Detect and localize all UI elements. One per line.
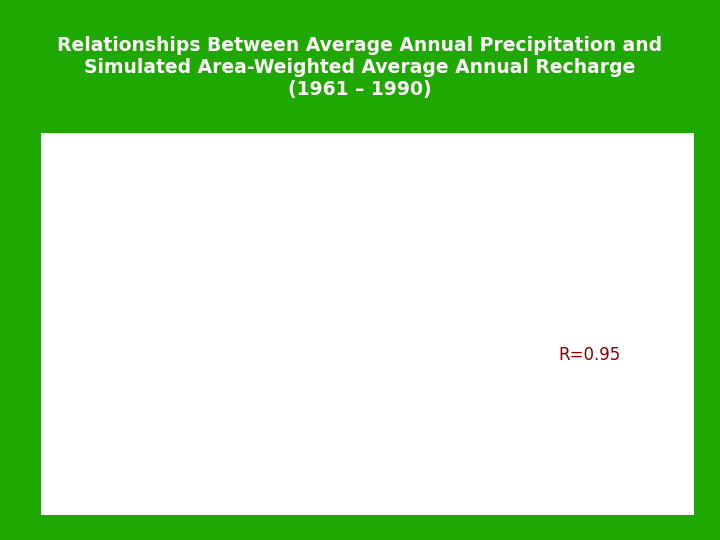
Text: Relationships Between Average Annual Precipitation and
Simulated Area-Weighted A: Relationships Between Average Annual Pre… xyxy=(58,36,662,99)
Text: R=0.95: R=0.95 xyxy=(559,346,621,363)
